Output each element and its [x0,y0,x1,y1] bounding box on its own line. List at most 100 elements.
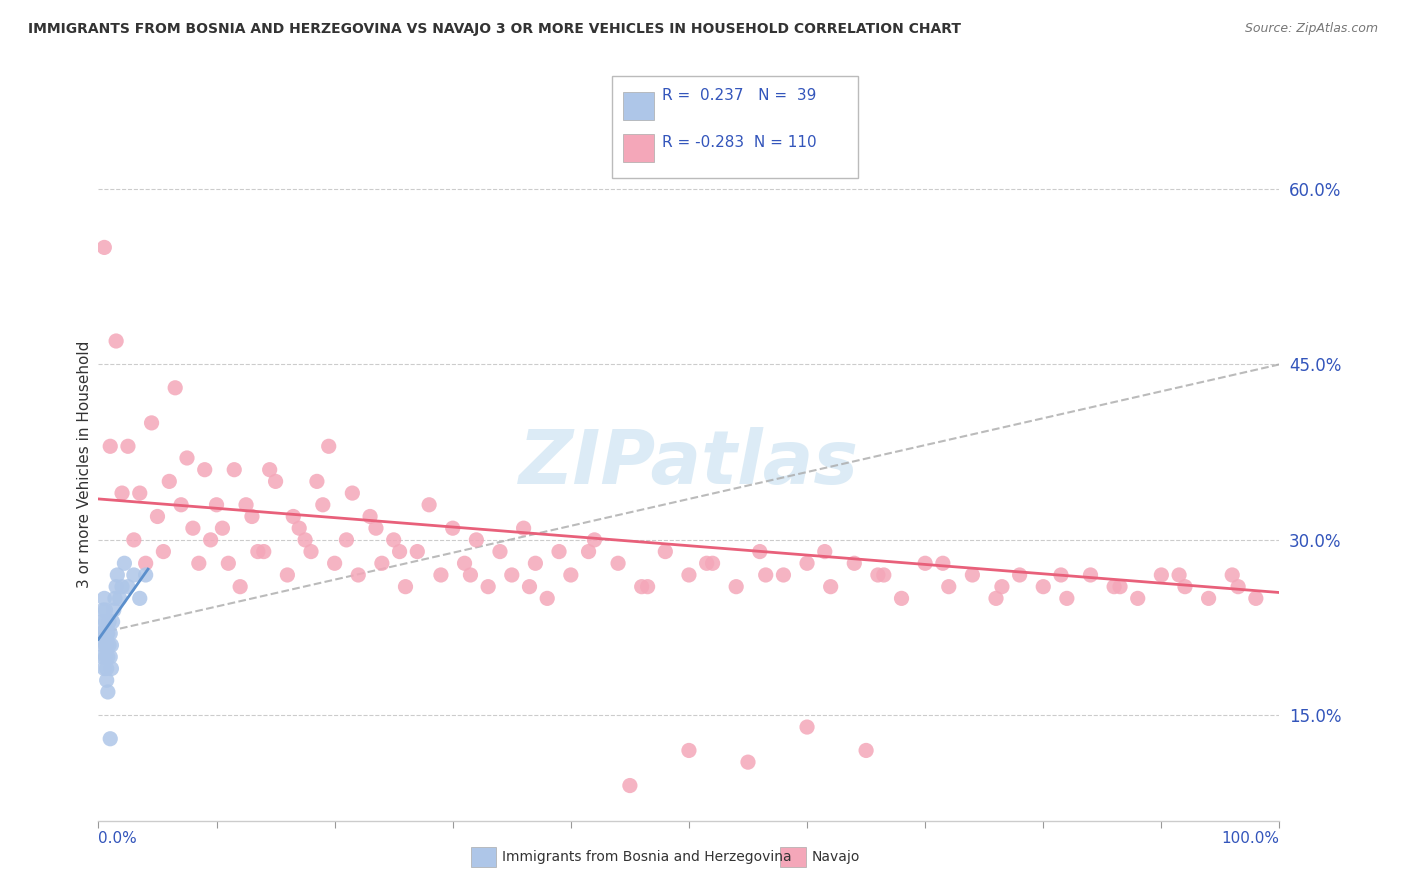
Point [135,568,157,582]
Point [342,486,364,500]
Point [583,533,606,547]
Point [96,673,118,688]
Point [524,556,547,570]
Point [489,544,512,558]
Y-axis label: 3 or more Vehicles in Household: 3 or more Vehicles in Household [77,340,91,588]
Point [98,615,121,629]
Point [394,580,416,594]
Point [128,486,150,500]
Text: 0.0%: 0.0% [98,831,138,846]
Point [141,416,163,430]
Point [105,334,128,348]
Point [460,568,482,582]
Point [430,568,453,582]
Point [1080,568,1102,582]
Point [105,568,128,582]
Point [299,544,322,558]
Point [388,544,411,558]
Point [932,556,955,570]
Point [98,439,121,453]
Point [97,685,120,699]
Point [1102,580,1125,594]
Point [418,498,440,512]
Point [1174,580,1197,594]
Point [796,720,818,734]
Point [217,556,239,570]
Point [94,615,117,629]
Text: Navajo: Navajo [811,850,859,864]
Point [725,580,748,594]
Point [276,568,298,582]
Point [90,626,112,640]
Point [96,662,118,676]
Point [465,533,488,547]
Point [91,649,114,664]
Point [101,615,124,629]
Point [152,544,174,558]
Text: ZIPatlas: ZIPatlas [519,427,859,500]
Point [844,556,866,570]
Point [1032,580,1054,594]
Point [283,509,305,524]
Point [654,544,676,558]
Point [890,591,912,606]
Point [94,603,117,617]
Point [820,580,842,594]
Point [91,638,114,652]
Point [98,731,121,746]
Point [170,498,193,512]
Point [117,439,139,453]
Point [128,591,150,606]
Point [122,568,145,582]
Point [108,591,131,606]
Point [181,521,204,535]
Point [678,743,700,757]
Point [176,450,198,465]
Point [288,521,311,535]
Point [294,533,316,547]
Point [157,475,180,489]
Point [814,544,837,558]
Point [1056,591,1078,606]
Point [1150,568,1173,582]
Point [93,240,115,254]
Point [359,509,381,524]
Point [678,568,700,582]
Point [1109,580,1132,594]
Point [264,475,287,489]
Point [117,580,139,594]
Point [323,556,346,570]
Text: Source: ZipAtlas.com: Source: ZipAtlas.com [1244,22,1378,36]
Point [991,580,1014,594]
Point [229,580,252,594]
Point [253,544,276,558]
Text: R = -0.283  N = 110: R = -0.283 N = 110 [662,136,817,150]
Point [305,475,328,489]
Point [211,521,233,535]
Point [98,626,121,640]
Point [94,638,117,652]
Point [1008,568,1031,582]
Point [512,521,534,535]
Point [578,544,600,558]
Point [146,509,169,524]
Point [96,626,118,640]
Point [235,498,257,512]
Point [501,568,523,582]
Point [91,626,114,640]
Point [441,521,464,535]
Point [1227,580,1250,594]
Text: IMMIGRANTS FROM BOSNIA AND HERZEGOVINA VS NAVAJO 3 OR MORE VEHICLES IN HOUSEHOLD: IMMIGRANTS FROM BOSNIA AND HERZEGOVINA V… [28,22,962,37]
Point [112,556,135,570]
Point [200,533,222,547]
Point [637,580,659,594]
Point [96,638,118,652]
Point [165,381,187,395]
Point [93,662,115,676]
Point [100,638,122,652]
Point [187,556,209,570]
Point [548,544,571,558]
Point [382,533,405,547]
Point [111,486,134,500]
Point [1168,568,1191,582]
